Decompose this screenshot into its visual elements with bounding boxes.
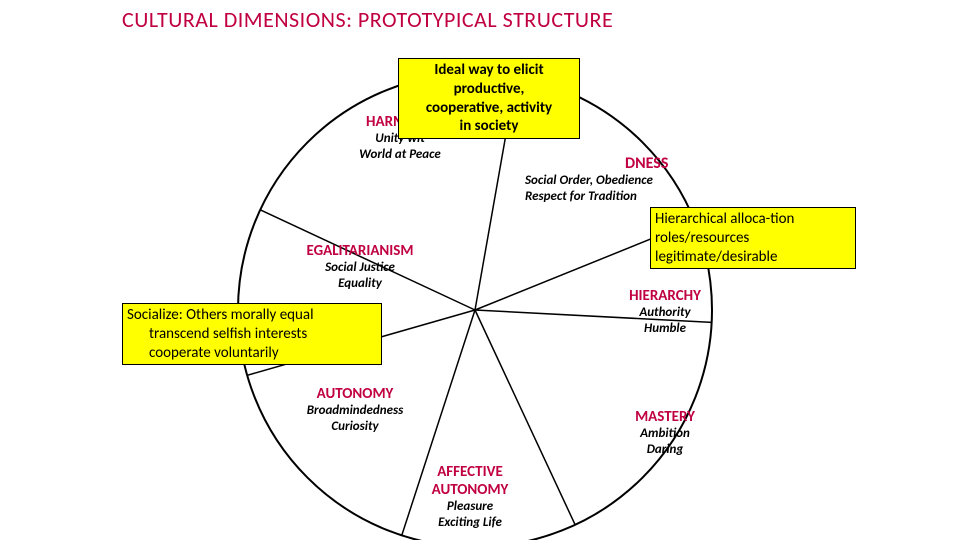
callout-line: Ideal way to elicit [403, 61, 575, 80]
segment-value: Respect for Tradition [525, 189, 668, 205]
callout-line: transcend selfish interests [127, 325, 377, 344]
segment-value: Curiosity [255, 419, 455, 435]
callout-1: Hierarchical alloca-tionroles/resourcesl… [650, 207, 856, 269]
segment-value: Social Order, Obedience [525, 173, 668, 189]
segment-value: Exciting Life [370, 515, 570, 531]
segment-name: HIERARCHY [565, 287, 765, 305]
callout-line: productive, [403, 80, 575, 99]
segment-value: Broadmindedness [255, 403, 455, 419]
page-title: CULTURAL DIMENSIONS: PROTOTYPICAL STRUCT… [122, 6, 613, 33]
segment-name: DNESS [625, 154, 668, 173]
callout-line: Socialize: Others morally equal [127, 306, 377, 325]
callout-0: Ideal way to elicitproductive,cooperativ… [398, 58, 580, 139]
callout-2: Socialize: Others morally equaltranscend… [122, 303, 382, 365]
segment-value: Daring [565, 442, 765, 458]
segment-hierarchy: HIERARCHYAuthorityHumble [565, 287, 765, 336]
segment-affective-autonomy: AFFECTIVEAUTONOMYPleasureExciting Life [370, 463, 570, 530]
segment-autonomy: AUTONOMYBroadmindednessCuriosity [255, 385, 455, 434]
callout-line: cooperate voluntarily [127, 344, 377, 363]
segment-name: AUTONOMY [255, 385, 455, 403]
callout-line: cooperative, activity [403, 99, 575, 118]
segment-value: Ambition [565, 426, 765, 442]
segment-value: Pleasure [370, 499, 570, 515]
segment-name: AFFECTIVEAUTONOMY [370, 463, 570, 499]
segment-name: EGALITARIANISM [260, 242, 460, 260]
segment-name: MASTERY [565, 408, 765, 426]
callout-line: in society [403, 117, 575, 136]
segment-value: Authority [565, 305, 765, 321]
segment-mastery: MASTERYAmbitionDaring [565, 408, 765, 457]
segment-egalitarianism: EGALITARIANISMSocial JusticeEquality [260, 242, 460, 291]
segment-value: Equality [260, 276, 460, 292]
callout-line: legitimate/desirable [655, 248, 851, 267]
callout-line: Hierarchical alloca-tion [655, 210, 851, 229]
callout-line: roles/resources [655, 229, 851, 248]
segment-value: Social Justice [260, 260, 460, 276]
segment-value: World at Peace [300, 147, 500, 163]
segment-value: Humble [565, 321, 765, 337]
segment-dness: DNESSSocial Order, ObedienceRespect for … [525, 154, 668, 204]
